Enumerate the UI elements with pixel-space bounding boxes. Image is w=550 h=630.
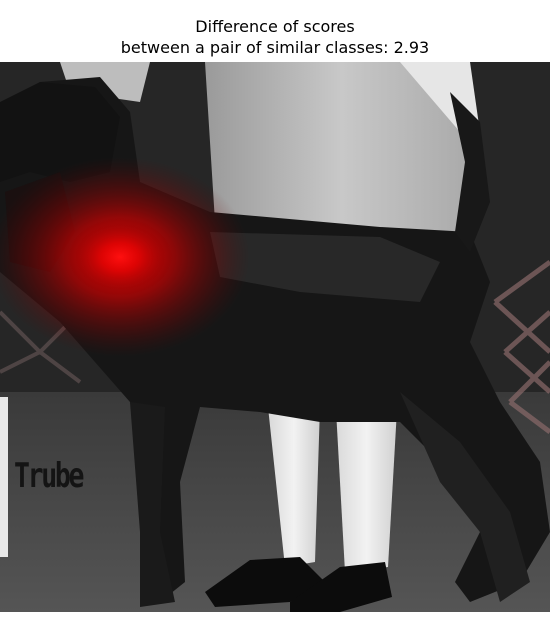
handler-skirt bbox=[205, 62, 478, 242]
dog-photo: Trube bbox=[0, 62, 550, 612]
title-line-1: Difference of scores bbox=[195, 17, 355, 36]
dog-hind-leg bbox=[400, 392, 530, 602]
figure-title: Difference of scores between a pair of s… bbox=[0, 16, 550, 58]
dog-tail bbox=[450, 92, 490, 252]
photo-scene bbox=[0, 62, 550, 612]
saliency-heatmap-core bbox=[65, 217, 175, 297]
handler-shoe-right bbox=[290, 562, 392, 612]
lattice-right bbox=[493, 259, 550, 434]
handler-shoe-left bbox=[205, 557, 325, 607]
dog-coat-sheen bbox=[210, 232, 440, 302]
dog-front-leg bbox=[130, 402, 175, 607]
handler-leg-right bbox=[335, 392, 398, 572]
ring-post bbox=[0, 397, 8, 557]
watermark-text: Trube bbox=[14, 456, 84, 496]
handler-leg-left bbox=[268, 407, 320, 567]
title-line-2: between a pair of similar classes: 2.93 bbox=[120, 38, 430, 57]
dog-head bbox=[0, 82, 120, 182]
